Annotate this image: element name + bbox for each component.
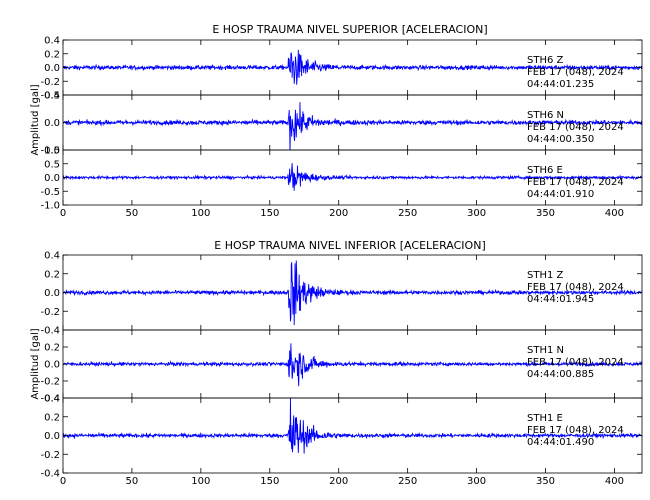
y-tick-label: -1.0	[40, 201, 60, 212]
waveform-line	[63, 260, 642, 326]
y-tick-label: 0.2	[44, 412, 60, 423]
y-tick-label: 0.2	[44, 343, 60, 354]
waveform-line	[63, 102, 642, 150]
x-tick-label: 200	[329, 476, 348, 487]
waveform-line	[63, 163, 642, 191]
date-label: FEB 17 (048), 2024	[527, 282, 624, 293]
x-tick-label: 150	[260, 476, 279, 487]
y-tick-label: -0.2	[40, 307, 60, 318]
x-tick-label: 350	[536, 208, 555, 219]
x-tick-label: 350	[536, 476, 555, 487]
x-tick-label: 400	[605, 208, 624, 219]
y-tick-label: -0.5	[40, 146, 60, 157]
station-label: STH1 E	[527, 413, 563, 424]
y-tick-label: 0.2	[44, 49, 60, 60]
y-tick-label: 0.4	[44, 36, 60, 47]
figure-title: E HOSP TRAUMA NIVEL SUPERIOR [ACELERACIO…	[212, 23, 487, 36]
y-tick-label: 0.5	[44, 91, 60, 102]
y-tick-label: 0.4	[44, 251, 60, 262]
y-tick-label: 0.2	[44, 269, 60, 280]
y-tick-label: -0.2	[40, 377, 60, 388]
time-label: 04:44:01.945	[527, 294, 594, 305]
x-tick-label: 400	[605, 476, 624, 487]
waveform-line	[63, 343, 642, 387]
y-tick-label: 0.0	[44, 173, 60, 184]
date-label: FEB 17 (048), 2024	[527, 425, 624, 436]
time-label: 04:44:01.490	[527, 437, 594, 448]
y-tick-label: -0.5	[40, 187, 60, 198]
waveform-line	[63, 398, 642, 454]
x-tick-label: 100	[191, 476, 210, 487]
waveform-line	[63, 49, 642, 85]
x-tick-label: 250	[398, 476, 417, 487]
y-tick-label: -0.2	[40, 450, 60, 461]
x-tick-label: 0	[60, 476, 66, 487]
y-tick-label: 1.0	[44, 146, 60, 157]
x-tick-label: 50	[126, 476, 139, 487]
figure-title: E HOSP TRAUMA NIVEL INFERIOR [ACELERACIO…	[214, 239, 485, 252]
y-tick-label: -0.2	[40, 77, 60, 88]
time-label: 04:44:00.350	[527, 134, 594, 145]
time-label: 04:44:00.885	[527, 369, 594, 380]
figure-0: E HOSP TRAUMA NIVEL SUPERIOR [ACELERACIO…	[30, 23, 643, 219]
date-label: FEB 17 (048), 2024	[527, 122, 624, 133]
date-label: FEB 17 (048), 2024	[527, 67, 624, 78]
station-label: STH1 Z	[527, 270, 564, 281]
y-tick-label: -0.4	[40, 394, 60, 405]
x-tick-label: 50	[126, 208, 139, 219]
y-tick-label: 0.0	[44, 118, 60, 129]
time-label: 04:44:01.235	[527, 79, 594, 90]
station-label: STH6 Z	[527, 55, 564, 66]
station-label: STH6 E	[527, 165, 563, 176]
y-tick-label: 0.0	[44, 431, 60, 442]
x-tick-label: 300	[467, 476, 486, 487]
date-label: FEB 17 (048), 2024	[527, 177, 624, 188]
station-label: STH1 N	[527, 345, 564, 356]
station-label: STH6 N	[527, 110, 564, 121]
y-tick-label: 0.0	[44, 360, 60, 371]
x-tick-label: 200	[329, 208, 348, 219]
time-label: 04:44:01.910	[527, 189, 594, 200]
x-tick-label: 100	[191, 208, 210, 219]
x-tick-label: 0	[60, 208, 66, 219]
y-axis-label: Amplitud [gal]	[30, 328, 41, 399]
date-label: FEB 17 (048), 2024	[527, 357, 624, 368]
y-tick-label: 0.4	[44, 394, 60, 405]
x-tick-label: 150	[260, 208, 279, 219]
y-tick-label: -0.4	[40, 91, 60, 102]
y-tick-label: 0.5	[44, 159, 60, 170]
y-axis-label: Amplitud [gal]	[30, 84, 41, 155]
y-tick-label: 0.0	[44, 63, 60, 74]
y-tick-label: -0.4	[40, 469, 60, 480]
x-tick-label: 250	[398, 208, 417, 219]
y-tick-label: 0.0	[44, 288, 60, 299]
figure-1: E HOSP TRAUMA NIVEL INFERIOR [ACELERACIO…	[30, 239, 643, 487]
y-tick-label: -0.4	[40, 326, 60, 337]
x-tick-label: 300	[467, 208, 486, 219]
